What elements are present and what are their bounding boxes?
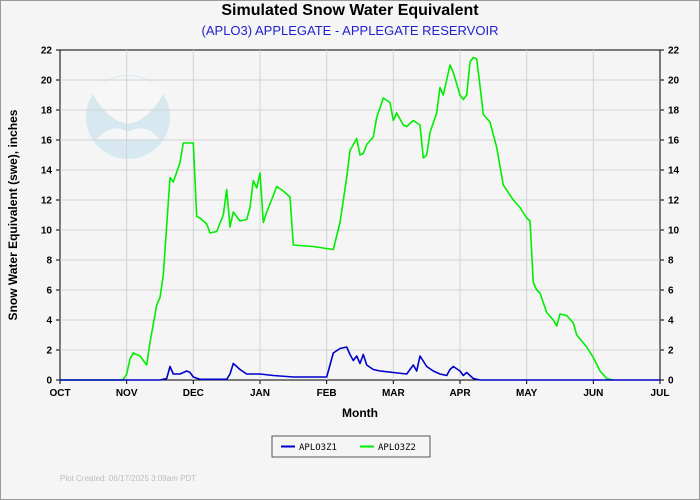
y-tick-label-left: 2 (46, 346, 52, 357)
legend: APLO3Z1 APLO3Z2 (271, 435, 431, 458)
y-tick-label-left: 14 (41, 166, 53, 177)
y-tick-label-right: 12 (668, 196, 680, 207)
y-tick-label-right: 0 (668, 376, 674, 387)
x-tick-label: JAN (250, 388, 270, 399)
y-tick-label-left: 0 (46, 376, 52, 387)
legend-label-z1: APLO3Z1 (299, 443, 337, 453)
series-line-aplo3z1 (60, 346, 660, 381)
chart-subtitle: (APLO3) APPLEGATE - APPLEGATE RESERVOIR (201, 23, 499, 38)
x-tick-label: MAR (382, 388, 406, 399)
y-tick-label-left: 20 (41, 76, 53, 87)
x-tick-label: DEC (183, 388, 204, 399)
y-tick-label-left: 16 (41, 136, 53, 147)
y-tick-label-left: 22 (41, 46, 53, 57)
x-tick-label: APR (449, 388, 471, 399)
y-tick-label-left: 4 (46, 316, 52, 327)
y-tick-label-right: 6 (668, 286, 674, 297)
x-axis: OCT NOV DEC JAN FEB MAR APR MAY JUN JUL (49, 380, 669, 399)
y-tick-label-right: 8 (668, 256, 674, 267)
legend-label-z2: APLO3Z2 (378, 443, 416, 453)
x-tick-label: OCT (49, 388, 70, 399)
y-axis-right: 0 2 4 6 8 10 12 14 16 18 20 22 (660, 46, 680, 387)
y-axis-left: 0 2 4 6 8 10 12 14 16 18 20 22 (41, 46, 60, 387)
y-tick-label-left: 18 (41, 106, 53, 117)
y-tick-label-right: 14 (668, 166, 680, 177)
y-axis-title: Snow Water Equivalent (swe), inches (6, 109, 20, 320)
y-tick-label-left: 6 (46, 286, 52, 297)
y-tick-label-right: 22 (668, 46, 680, 57)
y-tick-label-right: 4 (668, 316, 674, 327)
x-axis-title: Month (342, 406, 378, 420)
x-tick-label: FEB (317, 388, 337, 399)
y-tick-label-left: 10 (41, 226, 53, 237)
x-tick-label: MAY (516, 388, 538, 399)
y-tick-label-right: 2 (668, 346, 674, 357)
y-tick-label-left: 8 (46, 256, 52, 267)
x-tick-label: JUN (583, 388, 603, 399)
series-layer (60, 56, 660, 381)
y-tick-label-right: 10 (668, 226, 680, 237)
y-tick-label-right: 20 (668, 76, 680, 87)
series-line-aplo3z2 (60, 56, 614, 381)
x-tick-label: NOV (116, 388, 138, 399)
noaa-logo-watermark (86, 75, 170, 159)
plot-area (59, 49, 661, 381)
y-tick-label-right: 16 (668, 136, 680, 147)
x-tick-label: JUL (651, 388, 670, 399)
y-tick-label-right: 18 (668, 106, 680, 117)
y-tick-label-left: 12 (41, 196, 53, 207)
chart-title: Simulated Snow Water Equivalent (221, 2, 479, 19)
grid-lines (60, 50, 660, 380)
plot-created-note: Plot Created: 06/17/2025 3:09am PDT (60, 474, 197, 483)
